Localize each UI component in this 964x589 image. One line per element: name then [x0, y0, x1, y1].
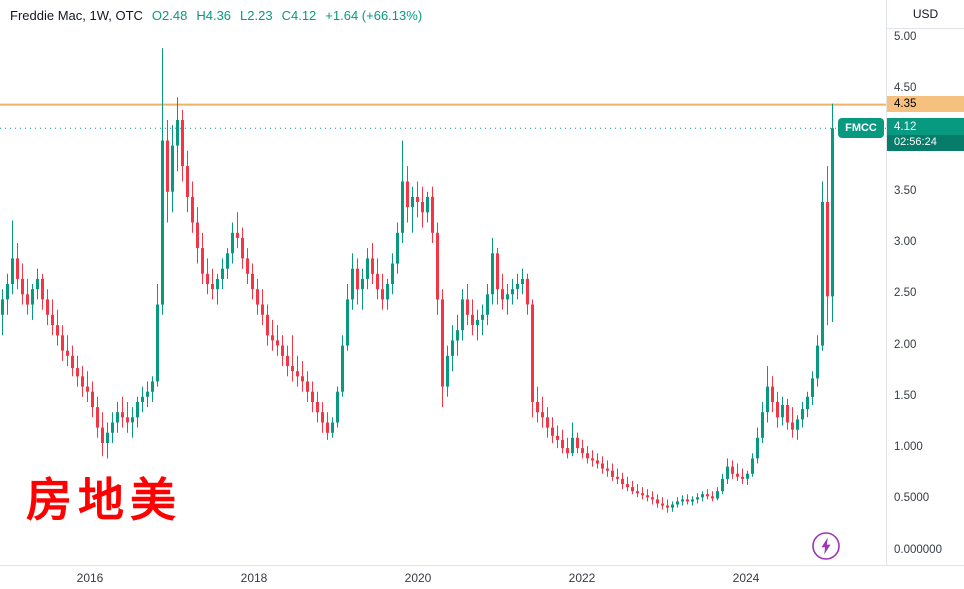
price-axis-label: 2.50 [894, 287, 917, 300]
chinese-annotation: 房地美 [26, 474, 182, 526]
price-axis[interactable]: USD 5.00 4.50 3.50 3.00 2.50 2.00 1.50 1.000 0.5… [886, 0, 964, 565]
chart-plot-area[interactable]: Freddie Mac, 1W, OTC O2.48 H4.36 L2.23 C4.12… [0, 0, 886, 565]
bar-countdown: 02:56:24 [887, 135, 964, 152]
time-axis-label: 2018 [240, 571, 268, 585]
ohlc-close: C4.12 [281, 8, 317, 23]
time-axis-label: 2022 [568, 571, 596, 585]
price-axis-label: 3.50 [894, 184, 917, 197]
currency-button[interactable]: USD [887, 0, 964, 29]
last-price-value: 4.12 [894, 121, 917, 134]
time-axis-label: 2024 [732, 571, 760, 585]
candlestick-chart[interactable] [0, 0, 886, 565]
price-axis-label: 1.000 [894, 441, 923, 454]
alert-price-label[interactable]: 4.35 [887, 95, 964, 112]
price-axis-label: 1.50 [894, 389, 917, 402]
price-axis-label: 5.00 [894, 30, 917, 43]
time-axis-label: 2020 [404, 571, 432, 585]
price-axis-label: 2.00 [894, 338, 917, 351]
ohlc-change: +1.64 (+66.13%) [325, 8, 423, 23]
ohlc-low: L2.23 [240, 8, 273, 23]
lightning-bolt-icon [812, 532, 840, 560]
price-axis-label: 0.000000 [894, 543, 942, 556]
symbol-legend: Freddie Mac, 1W, OTC O2.48 H4.36 L2.23 C4.12… [10, 8, 422, 23]
price-axis-label: 4.50 [894, 82, 917, 95]
price-axis-label: 0.5000 [894, 492, 930, 505]
symbol-title[interactable]: Freddie Mac, 1W, OTC [10, 8, 143, 23]
symbol-price-pill: FMCC [838, 118, 884, 139]
time-axis-label: 2016 [76, 571, 104, 585]
quick-trade-button[interactable] [811, 531, 841, 561]
ohlc-high: H4.36 [196, 8, 232, 23]
last-price-label: 4.12 02:56:24 [887, 118, 964, 152]
price-axis-label: 3.00 [894, 236, 917, 249]
ohlc-open: O2.48 [151, 8, 188, 23]
time-axis[interactable]: 2016 2018 2020 2022 2024 [0, 565, 964, 589]
